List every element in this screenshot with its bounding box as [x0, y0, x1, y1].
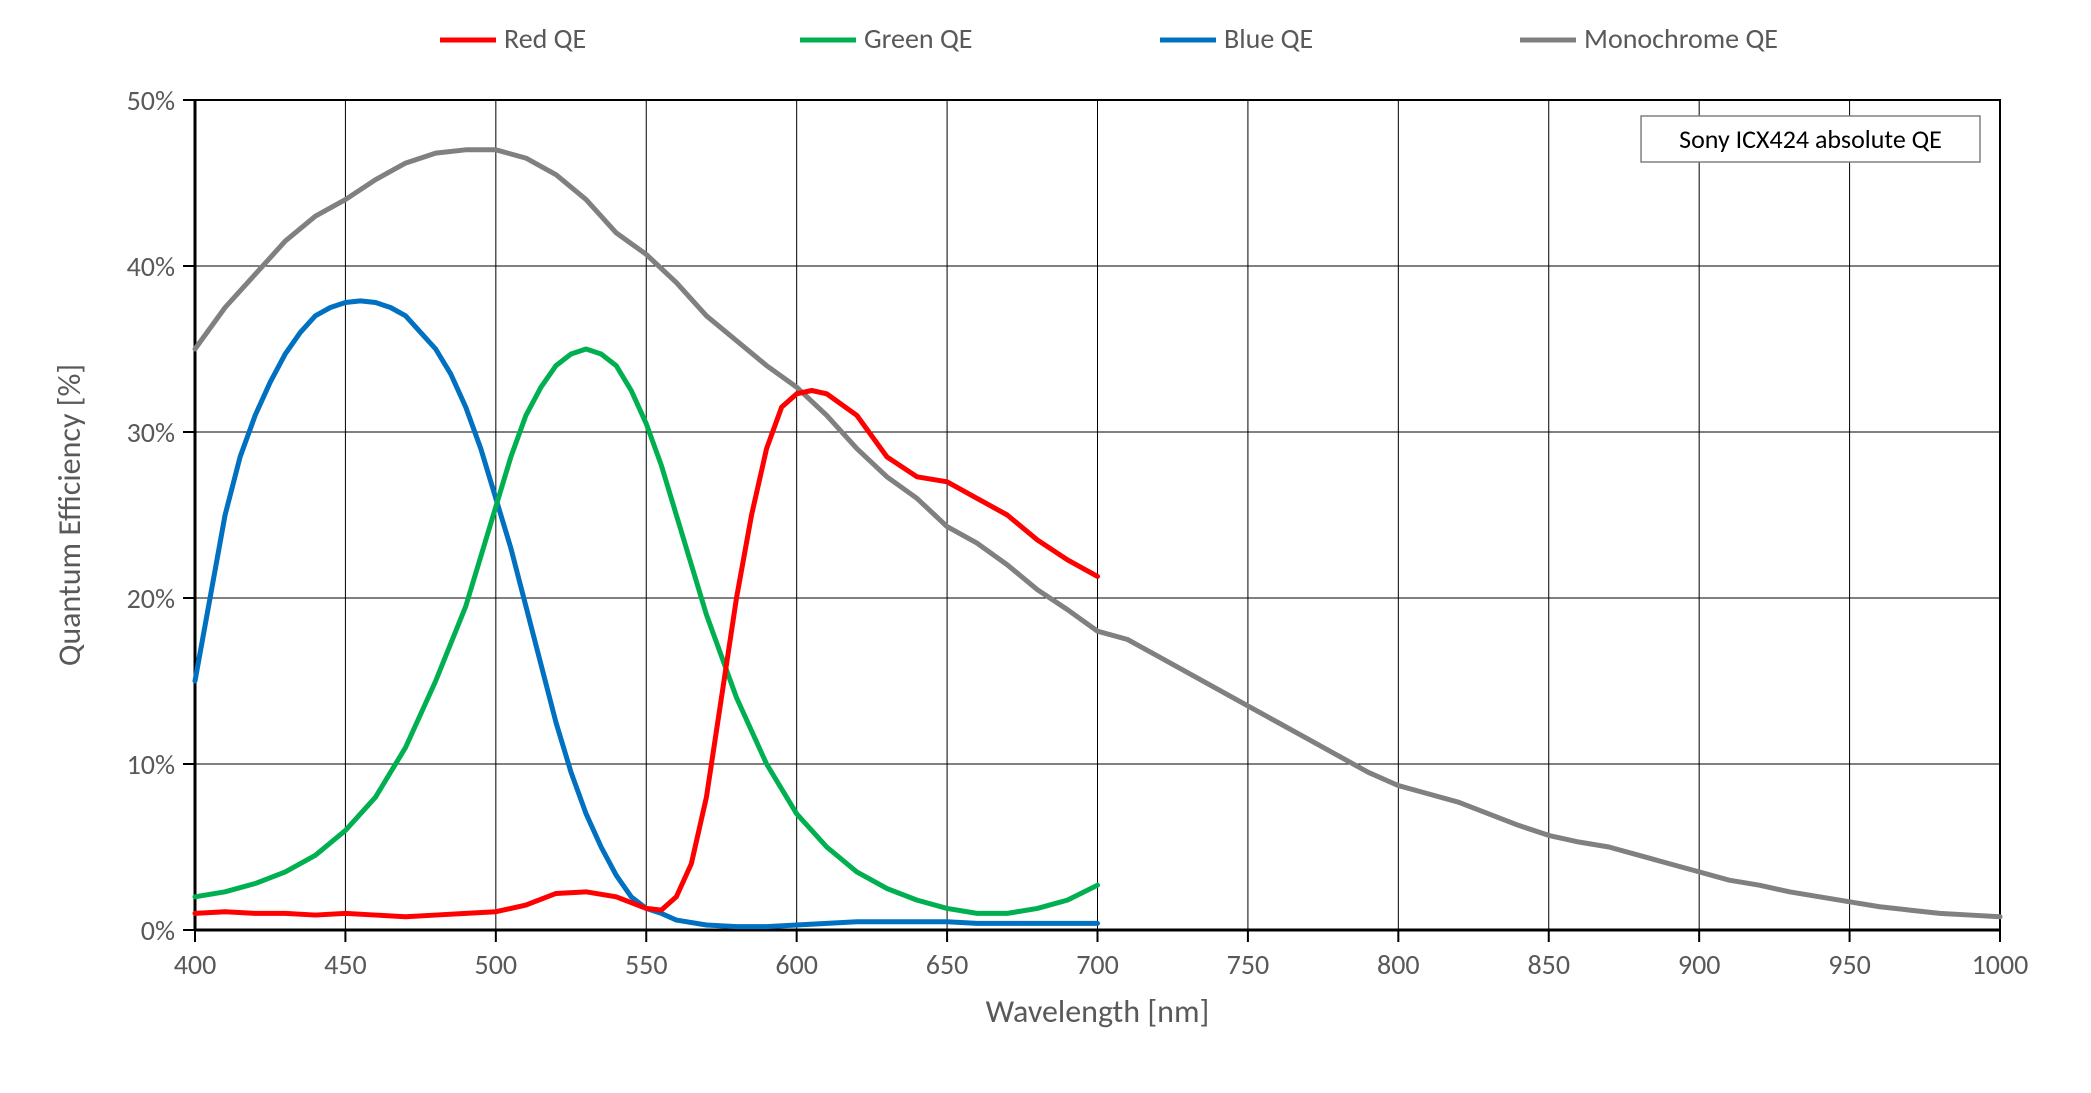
- x-axis-label: Wavelength [nm]: [986, 992, 1210, 1031]
- y-tick-label: 20%: [127, 581, 175, 616]
- x-tick-label: 650: [926, 947, 969, 982]
- x-tick-label: 500: [475, 947, 518, 982]
- x-tick-label: 600: [775, 947, 818, 982]
- qe-chart: 400 450 500 550 600 650 700 750 800 850 900 950 1000…: [0, 0, 2091, 1093]
- x-tick-label: 750: [1227, 947, 1270, 982]
- y-tick-label: 10%: [127, 747, 175, 782]
- legend-label: Blue QE: [1224, 21, 1313, 56]
- x-tick-label: 850: [1527, 947, 1570, 982]
- x-tick-label: 550: [625, 947, 668, 982]
- x-tick-label: 700: [1076, 947, 1119, 982]
- x-tick-label: 950: [1828, 947, 1871, 982]
- annotation-text: Sony ICX424 absolute QE: [1679, 123, 1942, 155]
- chart-container: { "chart": { "type": "line", "background…: [0, 0, 2091, 1093]
- y-tick-label: 50%: [127, 83, 175, 118]
- y-tick-label: 30%: [127, 415, 175, 450]
- y-axis-label: Quantum Efficiency [%]: [50, 364, 89, 666]
- x-tick-label: 800: [1377, 947, 1420, 982]
- x-tick-label: 1000: [1972, 947, 2029, 982]
- y-tick-label: 0%: [141, 913, 175, 948]
- x-tick-label: 450: [324, 947, 367, 982]
- x-tick-label: 900: [1678, 947, 1721, 982]
- legend-label: Red QE: [504, 21, 586, 56]
- x-tick-label: 400: [174, 947, 217, 982]
- legend-label: Green QE: [864, 21, 972, 56]
- legend-label: Monochrome QE: [1584, 21, 1778, 56]
- y-tick-label: 40%: [127, 249, 175, 284]
